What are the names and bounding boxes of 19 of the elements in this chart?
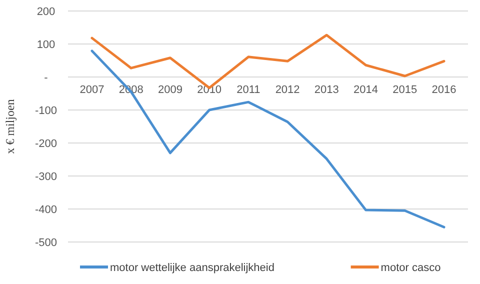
y-tick-label: -200 bbox=[34, 138, 58, 150]
y-tick-label: 200 bbox=[36, 6, 56, 18]
legend-label: motor casco bbox=[380, 262, 441, 274]
y-tick-label: -100 bbox=[34, 104, 58, 117]
y-axis-title: x € miljoen bbox=[3, 99, 17, 154]
y-tick-label: -300 bbox=[34, 170, 58, 183]
y-tick-label: -500 bbox=[34, 236, 58, 249]
y-tick-label: - bbox=[44, 72, 48, 84]
x-tick-label: 2012 bbox=[275, 84, 300, 96]
legend-label: motor wettelijke aansprakelijkheid bbox=[110, 262, 274, 274]
x-tick-label: 2016 bbox=[432, 84, 456, 96]
y-tick-label: 100 bbox=[36, 38, 56, 51]
x-tick-label: 2009 bbox=[158, 84, 182, 96]
x-tick-label: 2015 bbox=[392, 84, 418, 96]
y-tick-label: -400 bbox=[34, 204, 58, 216]
x-tick-label: 2007 bbox=[80, 84, 104, 96]
x-tick-label: 2011 bbox=[236, 84, 260, 96]
x-tick-label: 2013 bbox=[314, 84, 339, 96]
x-tick-label: 2014 bbox=[354, 84, 378, 96]
